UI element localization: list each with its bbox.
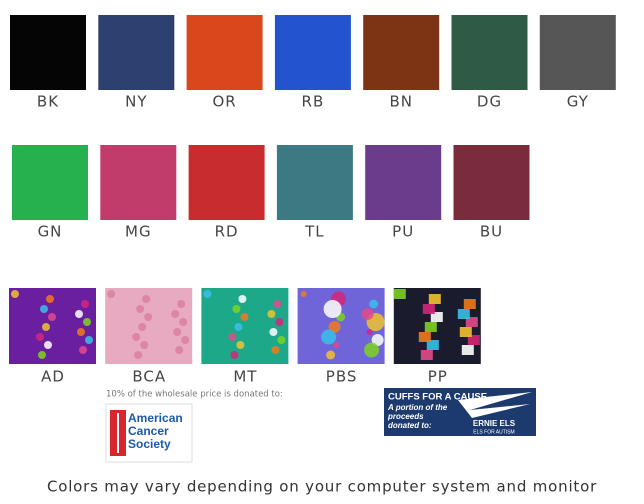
color-swatch	[539, 15, 616, 90]
swatch-label: RB	[302, 93, 325, 111]
print-label: AD	[41, 368, 65, 386]
cause-text: A portion of the proceeds donated to:	[388, 403, 448, 430]
color-swatch	[365, 145, 442, 220]
color-swatch	[98, 15, 175, 90]
color-swatch	[451, 15, 528, 90]
cause-title: CUFFS FOR A CAUSE	[388, 392, 487, 403]
print-label: PP	[428, 368, 448, 386]
color-swatch	[276, 145, 353, 220]
color-swatch	[453, 145, 530, 220]
swatch-label: GN	[38, 223, 63, 241]
swatch-label: DG	[477, 93, 502, 111]
swatch-label: RD	[215, 223, 239, 241]
color-swatch	[100, 145, 177, 220]
color-swatch	[186, 15, 263, 90]
swatch-label: BK	[37, 93, 59, 111]
print-label: MT	[233, 368, 257, 386]
color-swatch	[12, 145, 88, 220]
swatch-label: OR	[212, 93, 236, 111]
print-swatch	[9, 288, 96, 364]
els-sub: ELS FOR AUTISM	[473, 429, 514, 435]
print-label: BCA	[132, 368, 166, 386]
swatch-label: PU	[392, 223, 414, 241]
swatch-label: GY	[567, 93, 589, 111]
color-swatch	[274, 15, 351, 90]
color-swatch	[10, 15, 86, 90]
cause-text-box: A portion of the proceeds donated to:	[388, 403, 448, 430]
swatch-label: BU	[480, 223, 503, 241]
print-swatch	[105, 288, 193, 364]
swatch-label: NY	[125, 93, 147, 111]
swatch-label: BN	[389, 93, 413, 111]
swatch-label: TL	[304, 223, 325, 241]
els-flag	[458, 392, 532, 418]
acs-text-box: American Cancer Society	[128, 412, 183, 451]
print-label: PBS	[326, 368, 358, 386]
print-swatch	[393, 288, 481, 364]
print-swatch	[297, 288, 385, 364]
footer-note: Colors may vary depending on your comput…	[47, 478, 597, 496]
els-brand: ERNIE ELS	[473, 419, 516, 428]
color-swatch	[188, 145, 265, 220]
swatches: BK NY OR RB BN DG GY GN MG RD TL PU BU AD BCA MT PBS PP	[9, 15, 616, 386]
print-swatch	[201, 288, 289, 364]
donation-note: 10% of the wholesale price is donated to…	[106, 390, 283, 400]
swatch-label: MG	[125, 223, 152, 241]
color-swatch	[363, 15, 440, 90]
acs-text: American Cancer Society	[128, 412, 183, 451]
